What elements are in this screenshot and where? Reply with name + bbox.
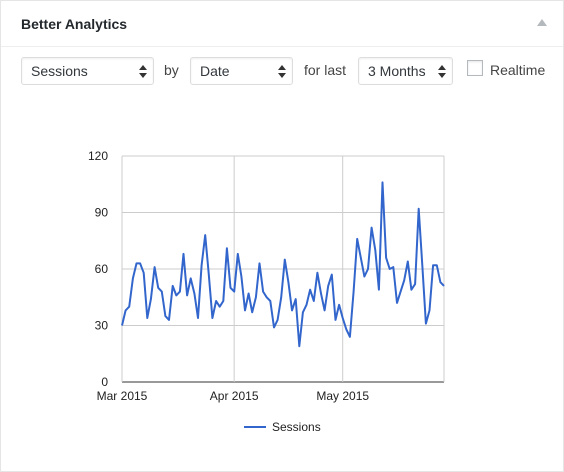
collapse-toggle-icon[interactable] <box>537 19 547 26</box>
x-tick-label: Apr 2015 <box>210 389 259 403</box>
chart-legend: Sessions <box>244 420 321 434</box>
y-tick-label: 120 <box>88 149 108 163</box>
for-last-label: for last <box>304 62 347 78</box>
widget-title: Better Analytics <box>21 16 128 32</box>
dimension-select-value: Date <box>200 63 230 79</box>
by-label: by <box>164 62 179 78</box>
dimension-select[interactable]: Date <box>190 57 293 85</box>
y-tick-label: 60 <box>95 262 109 276</box>
select-arrows-icon <box>278 62 286 80</box>
x-tick-label: Mar 2015 <box>97 389 148 403</box>
chart-controls: Sessions by Date for last 3 Months Realt… <box>21 57 551 85</box>
y-tick-label: 90 <box>95 206 109 220</box>
widget-header: Better Analytics <box>1 1 563 47</box>
legend-label: Sessions <box>272 420 321 434</box>
y-tick-label: 0 <box>101 375 108 389</box>
x-axis-ticks: Mar 2015 Apr 2015 May 2015 <box>97 389 370 403</box>
select-arrows-icon <box>438 62 446 80</box>
y-axis-ticks: 0 30 60 90 120 <box>88 149 108 389</box>
sessions-series-line <box>121 181 445 348</box>
series-layer <box>121 181 445 348</box>
chart-grid <box>121 155 445 383</box>
realtime-checkbox[interactable] <box>467 60 483 76</box>
metric-select-value: Sessions <box>31 63 88 79</box>
select-arrows-icon <box>139 62 147 80</box>
x-tick-label: May 2015 <box>316 389 369 403</box>
period-select[interactable]: 3 Months <box>358 57 453 85</box>
metric-select[interactable]: Sessions <box>21 57 154 85</box>
y-tick-label: 30 <box>95 319 109 333</box>
realtime-label[interactable]: Realtime <box>490 62 546 78</box>
period-select-value: 3 Months <box>368 63 426 79</box>
